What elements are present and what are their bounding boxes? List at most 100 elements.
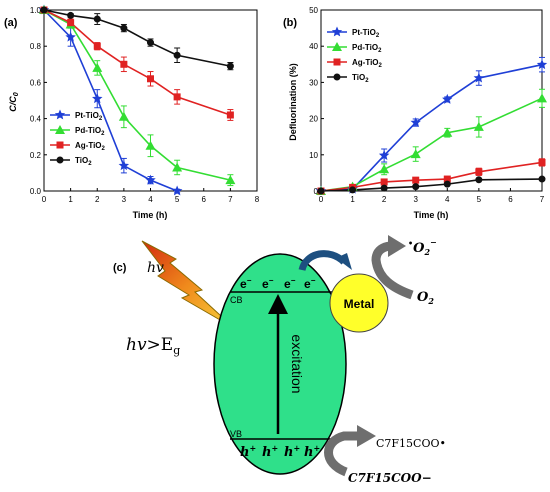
- o2-main: O: [417, 290, 429, 305]
- a-series-line-0: [43, 9, 178, 192]
- product-radical-label: C7F15COO•: [376, 437, 446, 450]
- b-legend-label: Ag-TiO2: [352, 58, 383, 69]
- b-data-point: [410, 117, 421, 127]
- eg-main: E: [161, 335, 173, 355]
- a-x-tick-label: 6: [202, 195, 207, 204]
- a-data-point: [225, 175, 236, 185]
- b-data-point: [475, 176, 483, 184]
- b-data-point: [379, 164, 390, 174]
- b-x-tick-label: 4: [445, 195, 450, 204]
- b-y-tick-label: 20: [309, 115, 318, 124]
- b-y-tick-label: 40: [309, 42, 318, 51]
- a-data-point: [67, 19, 75, 27]
- b-x-tick-label: 6: [508, 195, 513, 204]
- a-data-point: [173, 51, 181, 59]
- b-data-point: [380, 184, 388, 192]
- panel-b-legend: Pt-TiO2 Pd-TiO2 Ag-TiO2 TiO2: [327, 26, 383, 84]
- a-legend-marker: [54, 109, 66, 120]
- a-data-point: [93, 42, 101, 50]
- a-legend-marker: [55, 125, 65, 134]
- b-y-tick-label: 50: [309, 6, 318, 15]
- b-y-tick-label: 30: [309, 78, 318, 87]
- panel-a-y-axis-label: C/C0: [8, 92, 20, 112]
- electron-symbol: e−: [240, 276, 252, 291]
- a-data-point: [67, 11, 75, 19]
- panel-b-error-bars: [349, 56, 545, 191]
- b-data-point: [537, 93, 547, 103]
- superoxide-main: O: [413, 241, 425, 256]
- a-data-point: [172, 162, 183, 172]
- superoxide-label: •O2−: [408, 237, 437, 257]
- a-data-point: [93, 15, 101, 23]
- b-data-point: [442, 93, 453, 104]
- a-y-tick-label: 0.2: [30, 151, 42, 160]
- a-data-point: [40, 6, 48, 14]
- electron-symbol: e−: [262, 276, 274, 291]
- b-x-tick-label: 1: [350, 195, 355, 204]
- panel-b-y-axis-label: Defluorination (%): [288, 63, 298, 141]
- electron-symbol: e−: [284, 276, 296, 291]
- hv-label: hv: [147, 260, 164, 276]
- a-legend-label: Pt-TiO2: [75, 111, 103, 122]
- a-x-tick-label: 5: [175, 195, 180, 204]
- a-x-tick-label: 7: [228, 195, 233, 204]
- b-data-point: [412, 183, 420, 191]
- a-legend-label: TiO2: [75, 156, 92, 167]
- pfoa-oxidation-arrow: [324, 431, 360, 477]
- b-data-point: [378, 150, 390, 160]
- hole-symbol: h+: [240, 443, 256, 460]
- b-legend-marker: [331, 26, 343, 37]
- panel-c-diagram: (c) hv hv>Eg CB VB e− e− e− e− h+ h+ h+ h+ exc…: [113, 235, 446, 485]
- a-data-point: [147, 75, 154, 83]
- b-legend-label: Pt-TiO2: [352, 28, 380, 39]
- a-data-point: [147, 39, 154, 47]
- reactant-label: C7F15COO−: [348, 471, 432, 485]
- b-legend-label: TiO2: [352, 73, 369, 84]
- b-y-tick-label: 0: [314, 187, 319, 196]
- eg-sub: g: [173, 344, 180, 357]
- b-data-point: [473, 72, 485, 83]
- hole-symbol: h+: [284, 443, 300, 460]
- oxygen-reduction-arrowhead: [388, 235, 406, 257]
- b-x-tick-label: 0: [319, 195, 324, 204]
- metal-label: Metal: [344, 297, 375, 311]
- a-legend-marker: [56, 156, 64, 164]
- electron-symbol: e−: [304, 276, 316, 291]
- a-data-point: [145, 174, 156, 185]
- b-data-point: [475, 168, 483, 176]
- o2-sub: 2: [427, 296, 434, 306]
- excitation-label: excitation: [289, 334, 305, 393]
- panel-b-markers: [315, 59, 548, 196]
- b-data-point: [473, 121, 484, 131]
- b-legend-marker: [332, 42, 342, 51]
- superoxide-dot: •: [408, 238, 413, 248]
- panel-a-legend: Pt-TiO2 Pd-TiO2 Ag-TiO2 TiO2: [50, 109, 106, 167]
- b-legend-marker: [333, 73, 341, 81]
- a-data-point: [226, 111, 234, 119]
- a-y-tick-label: 1.0: [30, 6, 42, 15]
- b-data-point: [538, 158, 546, 166]
- superoxide-sup: −: [430, 237, 437, 247]
- panel-a-markers: [38, 4, 236, 196]
- electron-transfer-arrowhead: [336, 253, 352, 270]
- a-legend-marker: [56, 141, 64, 149]
- a-x-tick-label: 3: [122, 195, 127, 204]
- superoxide-sub: 2: [423, 247, 430, 257]
- b-x-tick-label: 7: [540, 195, 545, 204]
- b-data-point: [410, 149, 421, 159]
- a-x-tick-label: 1: [68, 195, 73, 204]
- oxygen-reduction-arrow: [371, 241, 414, 300]
- cb-label: CB: [230, 295, 243, 305]
- b-data-point: [443, 175, 451, 183]
- a-y-tick-label: 0.8: [30, 42, 42, 51]
- a-data-point: [173, 93, 181, 101]
- b-y-tick-label: 10: [309, 151, 318, 160]
- a-legend-label: Pd-TiO2: [75, 126, 105, 137]
- panel-b-chart: (b) 0 1 2 3 4 5 6 7 0 10 20 30 40 50 Time (h) Defluor…: [283, 6, 548, 220]
- a-y-tick-label: 0.0: [30, 187, 42, 196]
- a-x-tick-label: 4: [148, 195, 153, 204]
- b-series-line-0: [320, 63, 543, 192]
- panel-b-x-axis-label: Time (h): [414, 210, 449, 220]
- panel-b-label: (b): [283, 17, 297, 29]
